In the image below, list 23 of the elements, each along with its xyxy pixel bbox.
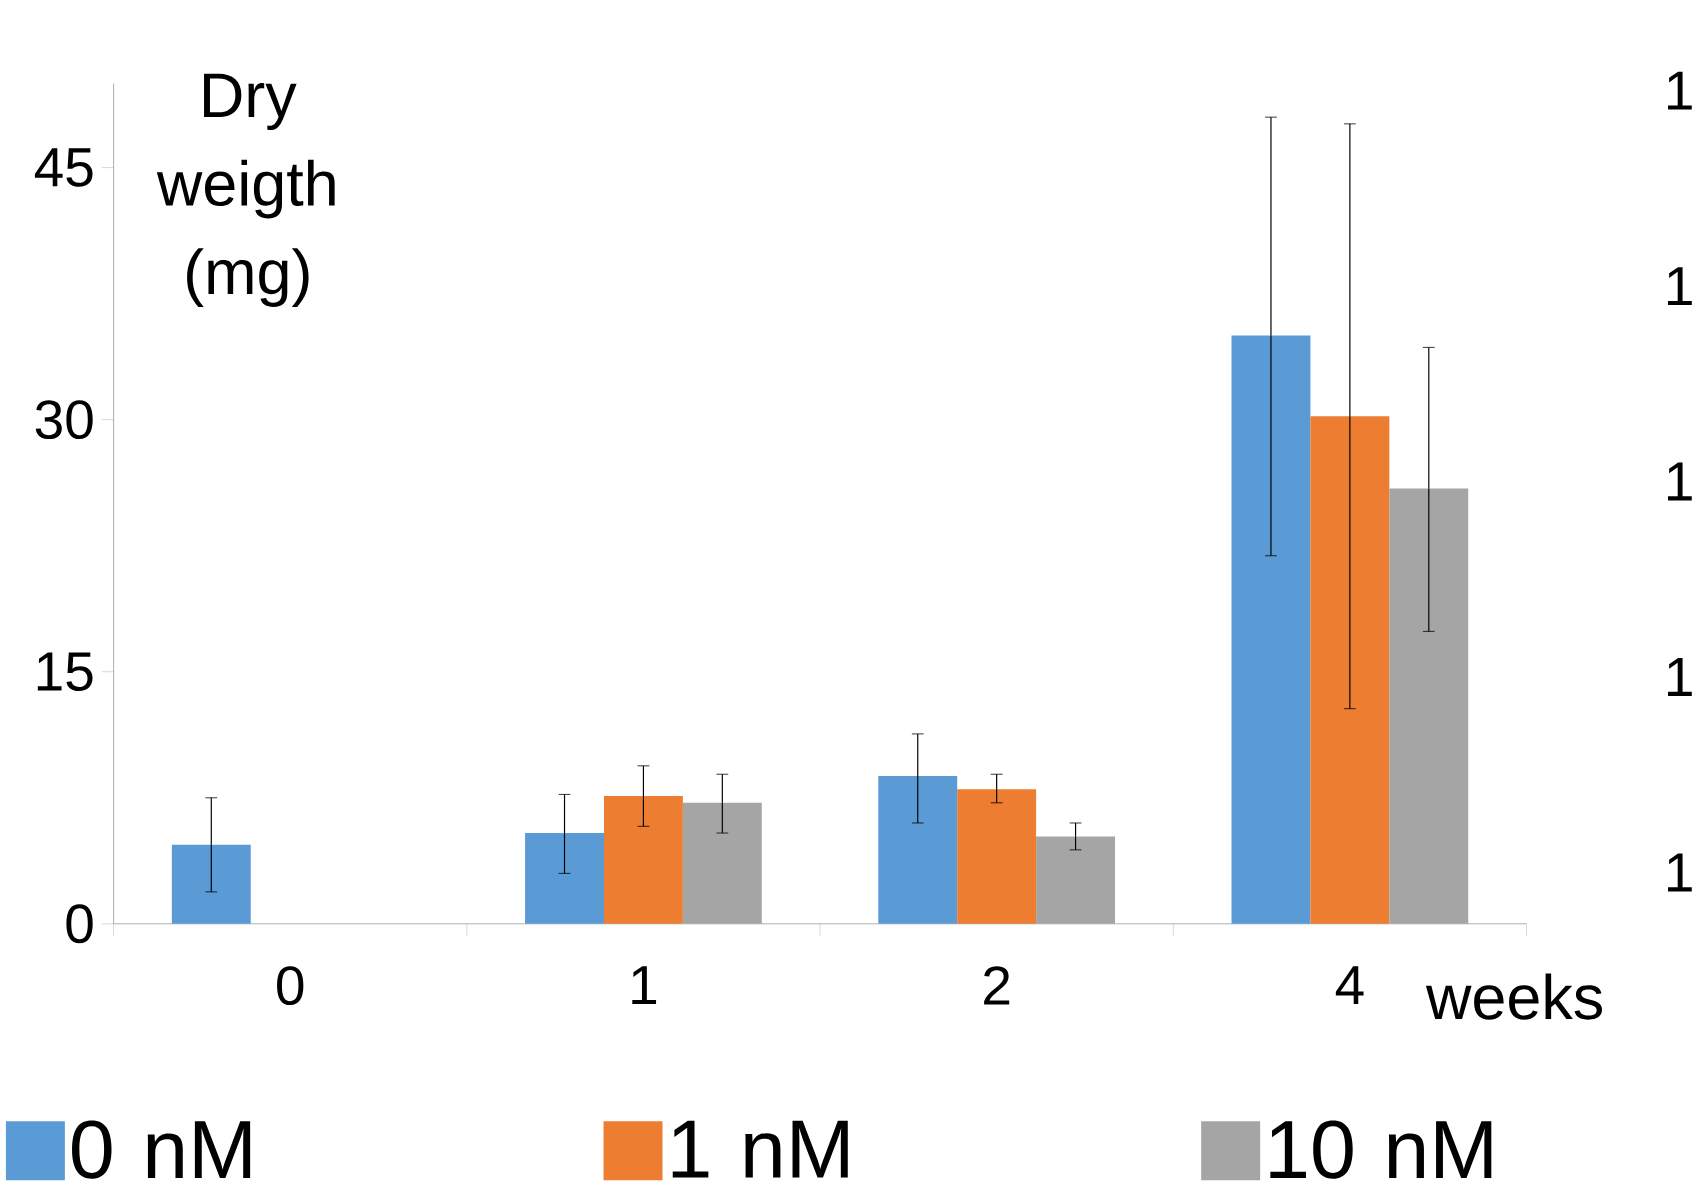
text: 1 — [1668, 853, 1692, 892]
y-tick-label: 45 — [34, 148, 93, 187]
y-axis-title: Dry weigth (mg) — [156, 73, 335, 308]
text: 1 — [1668, 71, 1692, 110]
bar — [957, 789, 1037, 924]
y-tick-label: 15 — [37, 652, 93, 691]
y-tick-label: 0 — [66, 904, 93, 944]
legend-label: 1 nM — [672, 1120, 848, 1178]
x-tick-label: 2 — [984, 966, 1010, 1005]
bar — [878, 775, 958, 924]
text: 1 — [1668, 267, 1692, 306]
bar — [603, 796, 683, 924]
x-tick-label: 4 — [1335, 966, 1364, 1005]
legend-label: 0 nM — [72, 1120, 251, 1179]
y-tick-label: 30 — [35, 400, 93, 440]
x-tick-label: 0 — [277, 966, 304, 1006]
text: 1 — [1668, 462, 1692, 501]
x-tick-label: 1 — [632, 966, 657, 1005]
bar — [525, 833, 604, 924]
bar — [1231, 335, 1311, 924]
text: 1 — [1668, 658, 1692, 697]
x-axis-title: weeks — [1425, 973, 1602, 1020]
legend-label: 10 nM — [1270, 1120, 1492, 1179]
